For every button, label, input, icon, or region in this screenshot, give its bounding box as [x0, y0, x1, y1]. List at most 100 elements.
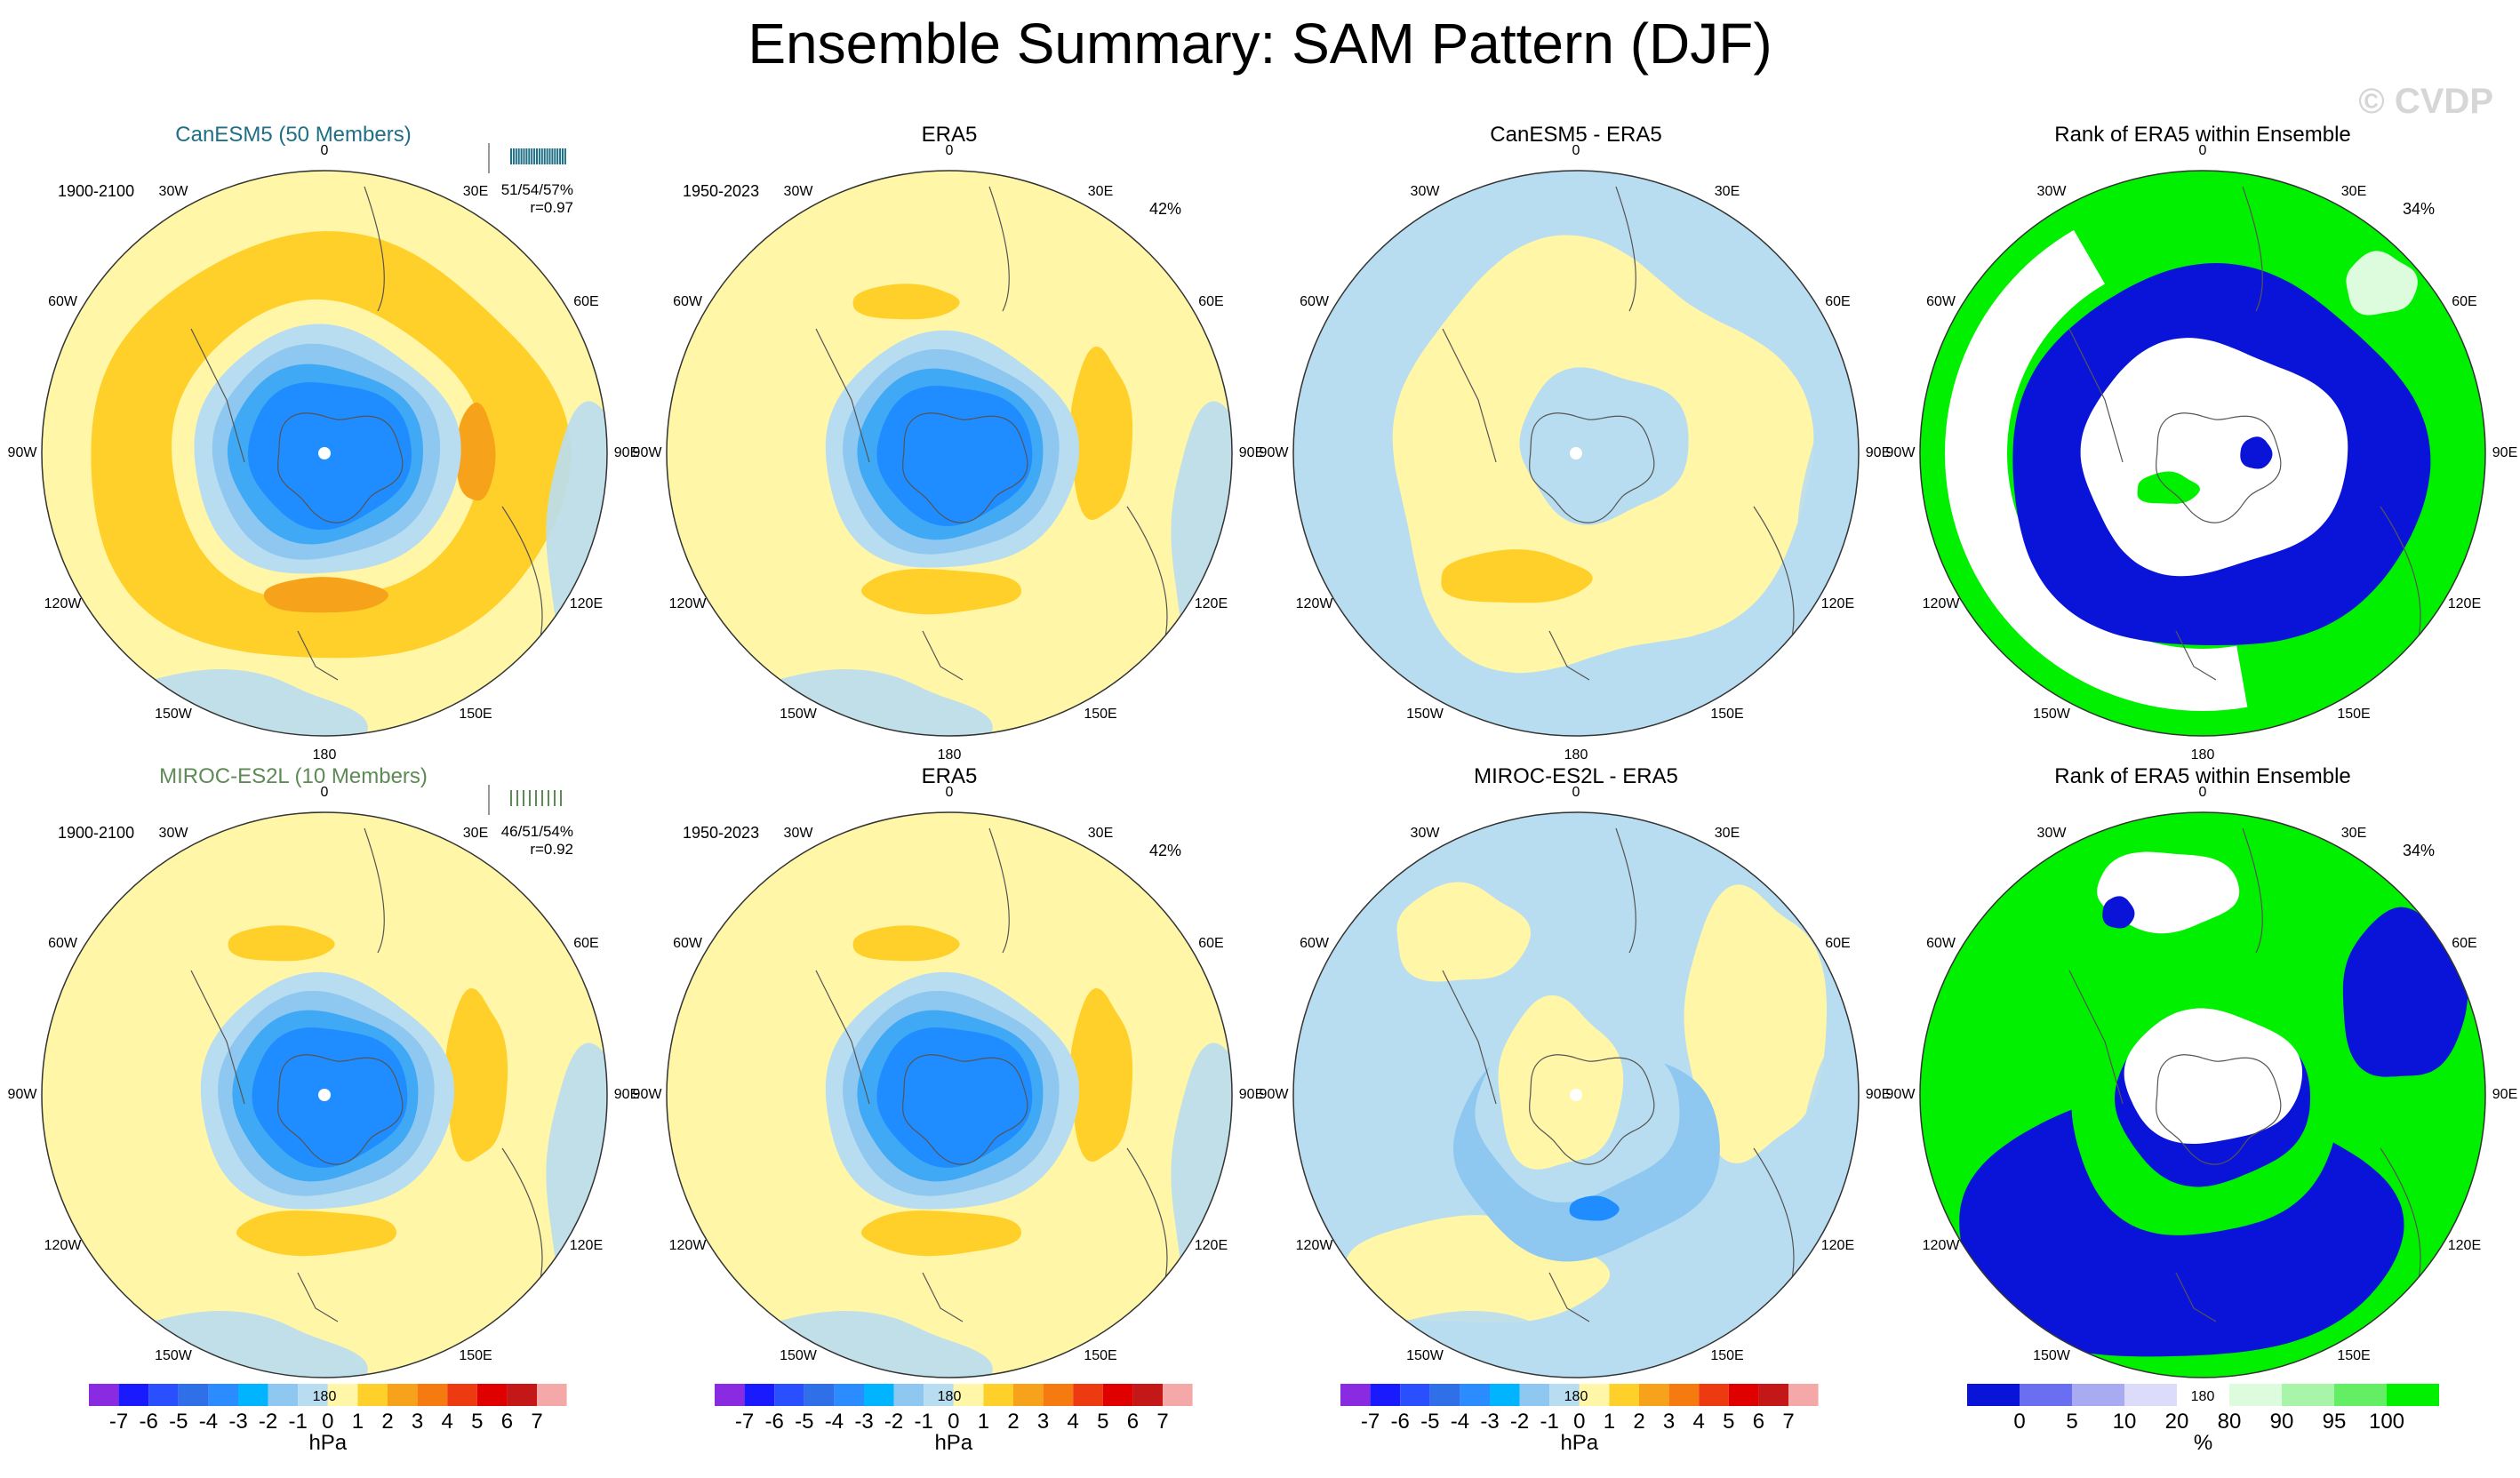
longitude-label: 120W — [1922, 1238, 1960, 1253]
period-label: 1950-2023 — [683, 182, 760, 200]
colorbar-tick-label: 2 — [381, 1410, 394, 1434]
colorbar-box — [2282, 1384, 2334, 1406]
colorbar-tick-label: 6 — [500, 1410, 514, 1434]
longitude-label: 60W — [1300, 936, 1329, 951]
colorbar-box — [1429, 1384, 1460, 1406]
antarctica-coastline — [902, 1054, 1028, 1165]
colorbar-tick-label: 4 — [441, 1410, 453, 1434]
colorbar-tick-label: -1 — [914, 1410, 933, 1434]
longitude-label: 90E — [2492, 445, 2518, 460]
colorbar-tick-label: 0 — [322, 1410, 334, 1434]
colorbar-tick-label: -4 — [198, 1410, 219, 1434]
longitude-label: 0 — [1572, 143, 1580, 158]
map-outline — [1292, 170, 1860, 737]
longitude-label: 120E — [1194, 1238, 1228, 1253]
colorbar-box — [1579, 1384, 1610, 1406]
panel-title: MIROC-ES2L (10 Members) — [159, 764, 428, 788]
colorbar-tick-label: -1 — [1540, 1410, 1559, 1434]
colorbar-box — [1490, 1384, 1520, 1406]
longitude-label: 150W — [155, 1348, 192, 1364]
stats-range: 51/54/57% — [500, 181, 573, 198]
colorbar-tick-label: 2 — [1633, 1410, 1645, 1434]
longitude-label: 120E — [569, 596, 604, 611]
longitude-label: 150E — [1084, 707, 1117, 723]
colorbar-tick-label: 4 — [1067, 1410, 1079, 1434]
ensemble-stats: 46/51/54% r=0.92 — [476, 823, 573, 859]
longitude-label: 150W — [2033, 1348, 2070, 1364]
colorbar-tick-label: -2 — [1509, 1410, 1530, 1434]
colorbar-box — [1102, 1384, 1133, 1406]
colorbar-tick-label: -5 — [1420, 1410, 1440, 1434]
longitude-label: 90E — [2492, 1087, 2518, 1102]
colorbar — [89, 1384, 567, 1406]
colorbar-box — [1460, 1384, 1490, 1406]
colorbar-box — [834, 1384, 864, 1406]
new-zealand-coastline — [1548, 630, 1590, 681]
colorbar-tick-label: 10 — [2112, 1410, 2137, 1434]
map-outline — [1919, 170, 2486, 737]
longitude-label: 180 — [1564, 1389, 1588, 1404]
antarctica-coastline — [2156, 1054, 2282, 1165]
longitude-label: 90E — [1865, 445, 1892, 460]
colorbar-tick-label: -5 — [795, 1410, 814, 1434]
longitude-label: 180 — [312, 747, 337, 763]
map-panel-4 — [1919, 170, 2486, 737]
longitude-label: 30W — [2036, 825, 2067, 841]
colorbar-box — [2020, 1384, 2072, 1406]
colorbar-tick-label: -3 — [854, 1410, 874, 1434]
panel-title: MIROC-ES2L - ERA5 — [1474, 764, 1678, 788]
map-outline — [1919, 811, 2486, 1378]
map-panel-7 — [1292, 811, 1860, 1378]
colorbar-tick-label: 6 — [1752, 1410, 1765, 1434]
antarctica-coastline — [277, 1054, 404, 1165]
colorbar-box — [148, 1384, 179, 1406]
panel-title: Rank of ERA5 within Ensemble — [2054, 123, 2351, 147]
colorbar-box — [238, 1384, 268, 1406]
colorbar-tick-label: 0 — [2013, 1410, 2026, 1434]
longitude-label: 90W — [1885, 445, 1916, 460]
colorbar-tick-label: -7 — [1360, 1410, 1380, 1434]
longitude-label: 90W — [1259, 1087, 1289, 1102]
longitude-label: 30W — [1410, 183, 1440, 199]
colorbar-tick-label: -6 — [1390, 1410, 1410, 1434]
colorbar-unit: hPa — [934, 1431, 973, 1455]
map-outline — [666, 811, 1233, 1378]
africa-coastline — [988, 827, 1010, 954]
stats-range: 46/51/54% — [500, 823, 573, 840]
colorbar-box — [1639, 1384, 1669, 1406]
south-america-coastline — [2068, 328, 2124, 463]
new-zealand-coastline — [922, 1272, 964, 1322]
longitude-label: 60E — [573, 294, 599, 309]
new-zealand-coastline — [2175, 1272, 2217, 1322]
map-panel-6 — [666, 811, 1233, 1378]
south-america-coastline — [815, 328, 870, 463]
longitude-label: 150W — [2033, 707, 2070, 723]
pole-marker — [1570, 447, 1582, 459]
south-america-coastline — [1442, 970, 1497, 1105]
longitude-label: 0 — [2198, 785, 2207, 800]
colorbar-box — [1370, 1384, 1401, 1406]
colorbar-box — [1043, 1384, 1074, 1406]
longitude-label: 150W — [1406, 707, 1444, 723]
colorbar-box — [774, 1384, 804, 1406]
longitude-label: 150W — [1406, 1348, 1444, 1364]
new-zealand-coastline — [297, 1272, 339, 1322]
colorbar-box — [864, 1384, 894, 1406]
longitude-label: 150W — [780, 1348, 817, 1364]
colorbar-box — [357, 1384, 388, 1406]
colorbar-tick-label: 80 — [2217, 1410, 2242, 1434]
colorbar-tick-label: -4 — [824, 1410, 844, 1434]
colorbar-tick-label: 5 — [2066, 1410, 2078, 1434]
longitude-label: 0 — [2198, 143, 2207, 158]
colorbar-tick-label: -6 — [139, 1410, 158, 1434]
longitude-label: 30E — [462, 183, 489, 199]
longitude-label: 60W — [1926, 936, 1956, 951]
colorbar-tick-label: 3 — [411, 1410, 424, 1434]
colorbar-box — [268, 1384, 299, 1406]
colorbar-tick-label: 5 — [1723, 1410, 1735, 1434]
colorbar-box — [537, 1384, 567, 1406]
colorbar-box — [476, 1384, 508, 1406]
colorbar-tick-label: 0 — [948, 1410, 960, 1434]
colorbar-unit: % — [2193, 1431, 2213, 1455]
colorbar-box — [1132, 1384, 1163, 1406]
